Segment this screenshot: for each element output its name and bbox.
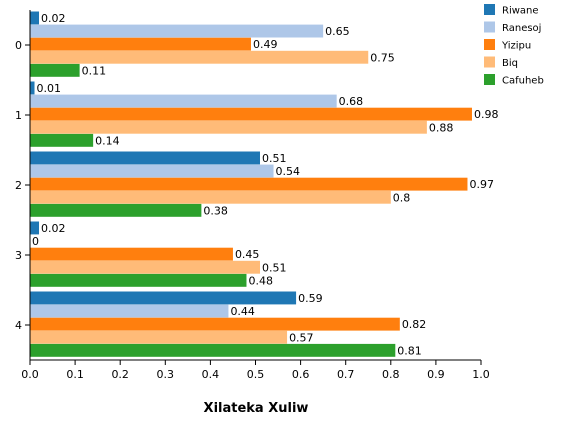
x-tick-label-0.5: 0.5 — [247, 368, 265, 381]
bar-ranesoj-2 — [30, 164, 274, 178]
data-label-cafuheb-0: 0.11 — [82, 64, 107, 77]
y-tick-label-0: 0 — [15, 39, 22, 52]
data-label-ranesoj-3: 0 — [32, 235, 39, 248]
bar-ranesoj-4 — [30, 304, 229, 318]
data-label-cafuheb-2: 0.38 — [203, 204, 228, 217]
legend-label-riwane: Riwane — [502, 6, 539, 17]
y-tick-label-3: 3 — [15, 249, 22, 262]
legend-label-biq: Biq — [502, 58, 518, 69]
data-label-riwane-3: 0.02 — [41, 222, 66, 235]
data-label-riwane-2: 0.51 — [262, 152, 287, 165]
data-label-yizipu-1: 0.98 — [474, 108, 499, 121]
data-label-ranesoj-1: 0.68 — [339, 95, 364, 108]
legend-swatch-yizipu — [484, 39, 495, 50]
data-label-ranesoj-2: 0.54 — [276, 165, 301, 178]
x-tick-label-0.1: 0.1 — [66, 368, 84, 381]
data-label-riwane-1: 0.01 — [37, 82, 62, 95]
data-label-ranesoj-0: 0.65 — [325, 25, 350, 38]
data-label-yizipu-3: 0.45 — [235, 248, 260, 261]
legend: Riwane Ranesoj Yizipu Biq Cafuheb — [484, 4, 544, 87]
x-tick-label-0.2: 0.2 — [111, 368, 129, 381]
plot-area: 0.02 0.65 0.49 0.75 0.11 0.01 0.68 0.98 0.88 0.14… — [30, 11, 499, 357]
bar-cafuheb-0 — [30, 63, 80, 77]
bar-riwane-3 — [30, 221, 40, 235]
y-tick-label-1: 1 — [15, 109, 22, 122]
bar-biq-3 — [30, 260, 261, 274]
bar-biq-2 — [30, 190, 391, 204]
bar-riwane-1 — [30, 81, 35, 95]
data-label-yizipu-2: 0.97 — [469, 178, 494, 191]
legend-swatch-riwane — [484, 4, 495, 15]
data-label-biq-0: 0.75 — [370, 51, 395, 64]
bar-yizipu-2 — [30, 177, 468, 191]
bar-cafuheb-4 — [30, 343, 396, 357]
bar-cafuheb-2 — [30, 203, 202, 217]
data-label-cafuheb-4: 0.81 — [397, 344, 422, 357]
data-label-biq-4: 0.57 — [289, 331, 314, 344]
bar-cafuheb-1 — [30, 133, 94, 147]
bar-riwane-4 — [30, 291, 297, 305]
bar-biq-1 — [30, 120, 427, 134]
x-tick-label-0.6: 0.6 — [292, 368, 310, 381]
bar-riwane-2 — [30, 151, 261, 165]
x-tick-label-0.3: 0.3 — [157, 368, 175, 381]
x-tick-label-0.8: 0.8 — [382, 368, 400, 381]
bar-biq-0 — [30, 50, 369, 64]
axes: 0 1 2 3 4 0.0 0.1 0.2 0.3 0.4 0.5 0.6 0.7 0.8 0.9 1.0 — [15, 10, 490, 381]
data-label-yizipu-0: 0.49 — [253, 38, 277, 51]
bar-ranesoj-0 — [30, 24, 324, 38]
legend-swatch-cafuheb — [484, 74, 495, 85]
data-label-riwane-4: 0.59 — [298, 292, 323, 305]
data-label-cafuheb-1: 0.14 — [95, 134, 120, 147]
bar-cafuheb-3 — [30, 273, 247, 287]
data-label-cafuheb-3: 0.48 — [248, 274, 272, 287]
data-label-biq-3: 0.51 — [262, 261, 287, 274]
bar-yizipu-1 — [30, 107, 472, 121]
legend-label-yizipu: Yizipu — [501, 41, 531, 52]
bar-ranesoj-1 — [30, 94, 337, 108]
data-label-biq-1: 0.88 — [429, 121, 454, 134]
legend-swatch-biq — [484, 56, 495, 68]
x-tick-label-0.7: 0.7 — [337, 368, 355, 381]
x-tick-label-0.9: 0.9 — [427, 368, 445, 381]
x-tick-label-0.0: 0.0 — [21, 368, 39, 381]
data-label-yizipu-4: 0.82 — [402, 318, 427, 331]
bar-riwane-0 — [30, 11, 40, 25]
legend-label-cafuheb: Cafuheb — [502, 76, 544, 87]
data-label-riwane-0: 0.02 — [41, 12, 66, 25]
bar-yizipu-4 — [30, 317, 400, 331]
legend-swatch-ranesoj — [484, 21, 495, 33]
bar-biq-4 — [30, 330, 288, 344]
y-tick-label-2: 2 — [15, 179, 22, 192]
legend-label-ranesoj: Ranesoj — [502, 23, 541, 34]
x-tick-label-1.0: 1.0 — [472, 368, 490, 381]
data-label-ranesoj-4: 0.44 — [230, 305, 255, 318]
x-tick-label-0.4: 0.4 — [202, 368, 220, 381]
bar-yizipu-3 — [30, 247, 233, 261]
y-tick-label-4: 4 — [15, 319, 22, 332]
bar-yizipu-0 — [30, 37, 251, 51]
data-label-biq-2: 0.8 — [393, 191, 411, 204]
x-axis-title: Xilateka Xuliw — [204, 401, 309, 416]
